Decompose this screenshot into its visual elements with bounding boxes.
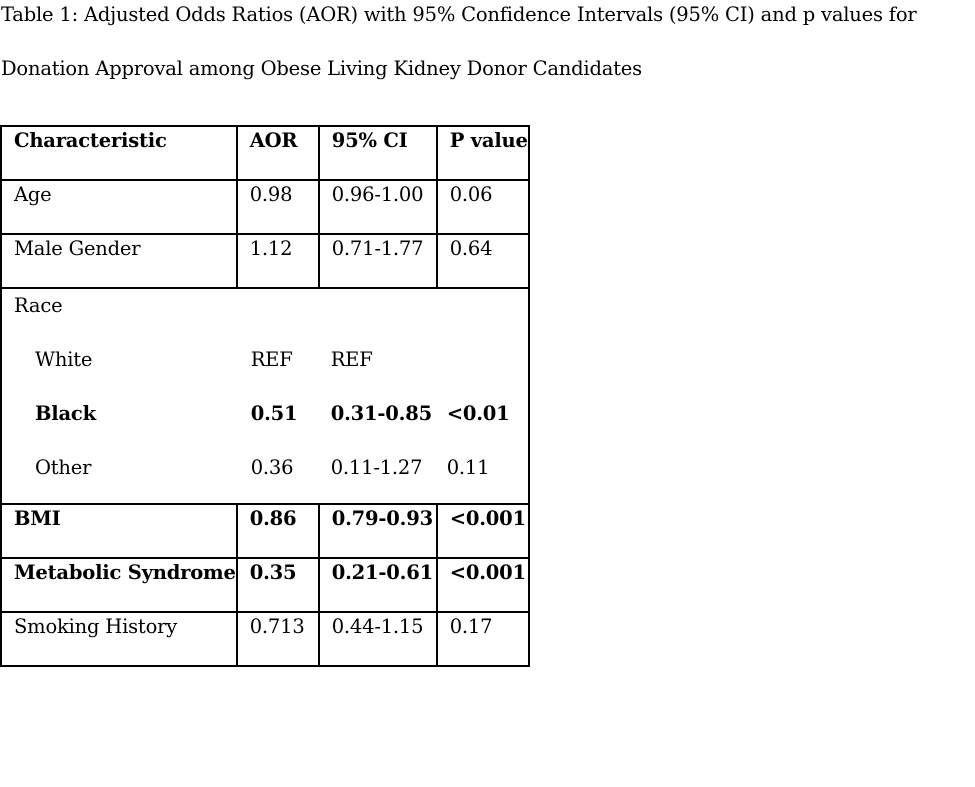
row-aor: 0.86 (235, 503, 320, 559)
row-aor: 0.98 (235, 179, 320, 235)
row-p-value: 0.11 (436, 450, 530, 505)
row-p-value: 0.06 (435, 179, 530, 235)
row-label: White (0, 342, 237, 396)
header-ci: 95% CI (317, 125, 438, 181)
row-label: Metabolic Syndrome (0, 557, 238, 613)
table-row-smoking-history: Smoking History 0.713 0.44-1.15 0.17 (0, 611, 530, 667)
row-label: Smoking History (0, 611, 238, 667)
row-aor: REF (250, 348, 293, 371)
row-p-value: 0.17 (435, 611, 530, 667)
row-ci: 0.79-0.93 (317, 503, 438, 559)
row-p-value: 0.64 (435, 233, 530, 289)
table-caption-line-2: Donation Approval among Obese Living Kid… (1, 57, 642, 80)
row-p-value: <0.001 (435, 557, 530, 613)
table-row-race-black: Black 0.51 0.31-0.85 <0.01 (0, 396, 530, 450)
row-p-value (436, 342, 530, 396)
header-aor: AOR (235, 125, 320, 181)
row-p-value: <0.001 (435, 503, 530, 559)
row-aor: 0.36 (236, 450, 319, 505)
row-ci: REF (330, 348, 373, 371)
header-characteristic: Characteristic (0, 125, 238, 181)
row-ci: 0.11-1.27 (318, 450, 437, 505)
race-group: Race White REF REF Black 0.51 0.31-0.85 … (0, 287, 530, 505)
row-label: Race (0, 287, 237, 342)
row-ci: 0.21-0.61 (317, 557, 438, 613)
table-row-race-white: White REF REF (0, 342, 530, 396)
table-row-race: Race (0, 287, 530, 342)
odds-ratio-table: Characteristic AOR 95% CI P value Age 0.… (0, 125, 530, 667)
row-aor: 0.51 (250, 402, 298, 425)
row-label: Other (0, 450, 237, 505)
row-p-value: <0.01 (436, 396, 530, 450)
table-row-male-gender: Male Gender 1.12 0.71-1.77 0.64 (0, 233, 530, 289)
table-row-age: Age 0.98 0.96-1.00 0.06 (0, 179, 530, 235)
row-label: Male Gender (0, 233, 238, 289)
table-header-row: Characteristic AOR 95% CI P value (0, 125, 530, 181)
row-label: Black (0, 396, 237, 450)
header-p-value: P value (435, 125, 530, 181)
row-aor: 0.713 (235, 611, 320, 667)
row-label: Age (0, 179, 238, 235)
row-ci: 0.96-1.00 (317, 179, 438, 235)
table-row-race-other: Other 0.36 0.11-1.27 0.11 (0, 450, 530, 505)
table-row-metabolic-syndrome: Metabolic Syndrome 0.35 0.21-0.61 <0.001 (0, 557, 530, 613)
row-label: BMI (0, 503, 238, 559)
table-caption-line-1: Table 1: Adjusted Odds Ratios (AOR) with… (1, 3, 917, 26)
row-aor: 0.35 (235, 557, 320, 613)
table-row-bmi: BMI 0.86 0.79-0.93 <0.001 (0, 503, 530, 559)
row-aor: 1.12 (235, 233, 320, 289)
row-ci: 0.44-1.15 (317, 611, 438, 667)
row-ci: 0.31-0.85 (330, 402, 432, 425)
row-ci: 0.71-1.77 (317, 233, 438, 289)
